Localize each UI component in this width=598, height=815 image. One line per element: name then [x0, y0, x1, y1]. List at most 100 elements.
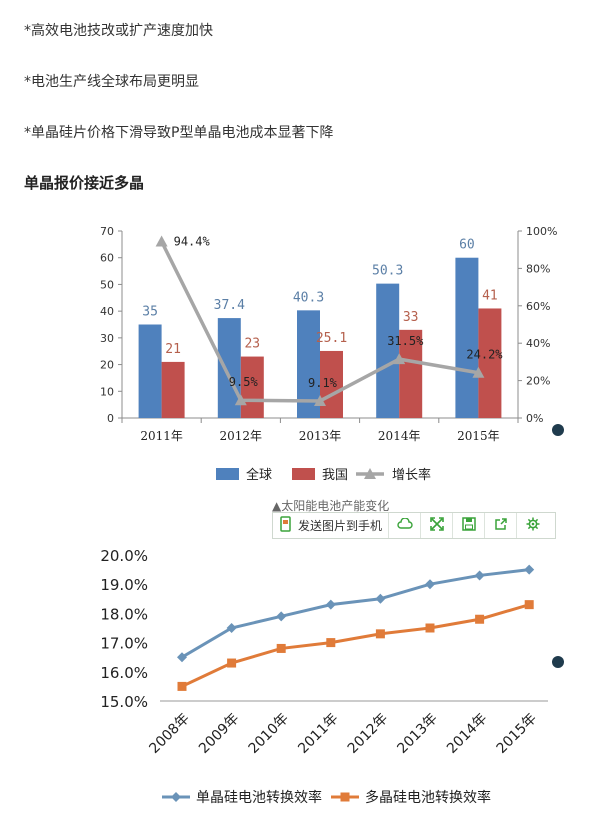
- growth-rate-marker: [234, 394, 247, 406]
- y2-tick-label: 60%: [526, 300, 550, 313]
- cloud-button[interactable]: [389, 513, 422, 538]
- poly-efficiency-marker: [524, 600, 534, 610]
- growth-rate-marker: [314, 394, 326, 406]
- bullet-2: *电池生产线全球布局更明显: [24, 74, 199, 90]
- x-tick-label: 2014年: [378, 429, 421, 443]
- growth-rate-marker: [393, 353, 406, 365]
- y-tick-label: 40: [100, 305, 114, 318]
- growth-rate-marker: [472, 366, 485, 378]
- mono-efficiency-marker: [177, 652, 187, 663]
- save-button[interactable]: [453, 513, 486, 538]
- phone-icon: [279, 516, 293, 535]
- send-to-phone-button[interactable]: 发送图片到手机: [273, 513, 390, 538]
- bar-china-label: 25.1: [316, 331, 347, 346]
- legend-label-china: 我国: [322, 468, 348, 483]
- x-tick-label: 2014年: [444, 711, 490, 757]
- image-caption: ▲太阳能电池产能变化: [272, 499, 390, 513]
- y-tick-label: 50: [100, 278, 114, 291]
- bar-global-label: 60: [459, 238, 475, 253]
- bar-china: [240, 356, 264, 418]
- x-tick-label: 2015年: [457, 429, 500, 443]
- settings-button[interactable]: [517, 513, 548, 538]
- mono-efficiency-line: [181, 568, 530, 659]
- poly-efficiency-marker: [375, 629, 385, 639]
- mono-efficiency-marker: [524, 564, 535, 575]
- y-tick-label: 15.0%: [100, 693, 148, 711]
- poly-efficiency-line: [181, 603, 530, 688]
- bar-global-label: 40.3: [293, 290, 324, 305]
- growth-rate-label: 24.2%: [466, 348, 503, 362]
- x-tick-label: 2013年: [299, 429, 342, 443]
- y-tick-label: 20.0%: [100, 547, 148, 565]
- y-tick-label: 17.0%: [100, 635, 148, 653]
- y2-tick-label: 80%: [526, 262, 550, 275]
- send-to-phone-label: 发送图片到手机: [298, 519, 383, 533]
- growth-rate-label: 9.5%: [229, 375, 259, 389]
- bar-global: [455, 257, 479, 418]
- x-tick-label: 2008年: [146, 711, 192, 757]
- poly-efficiency-marker: [227, 658, 237, 668]
- bar-china: [161, 361, 185, 418]
- y-tick-label: 16.0%: [100, 664, 148, 682]
- share-icon: [494, 517, 508, 534]
- y2-tick-label: 0%: [526, 412, 543, 425]
- bar-china-label: 41: [482, 288, 498, 303]
- scroll-marker: [552, 424, 564, 436]
- y2-tick-label: 20%: [526, 375, 550, 388]
- poly-efficiency-marker: [475, 614, 485, 624]
- mono-efficiency-marker: [325, 599, 336, 610]
- x-tick-label: 2010年: [246, 711, 292, 757]
- mono-efficiency-marker: [425, 579, 435, 590]
- x-tick-label: 2013年: [394, 711, 440, 757]
- x-tick-label: 2011年: [295, 711, 341, 757]
- growth-rate-label: 94.4%: [174, 234, 211, 248]
- bar-global-label: 50.3: [372, 264, 403, 279]
- legend-label-growth: 增长率: [392, 467, 431, 483]
- y-tick-label: 70: [100, 225, 114, 238]
- y2-tick-label: 100%: [526, 225, 557, 238]
- bar-china: [399, 329, 423, 418]
- mono-efficiency-marker: [226, 623, 237, 633]
- y-tick-label: 30: [100, 332, 114, 345]
- x-tick-label: 2012年: [345, 711, 391, 757]
- legend-swatch-global: [216, 468, 239, 480]
- legend-label-global: 全球: [246, 467, 272, 483]
- legend-label-mono: 单晶硅电池转换效率: [196, 789, 322, 806]
- scroll-marker: [552, 656, 564, 668]
- legend-label-poly: 多晶硅电池转换效率: [365, 789, 491, 806]
- poly-efficiency-marker: [326, 638, 336, 648]
- expand-icon: [429, 517, 444, 534]
- mono-efficiency-marker: [276, 611, 287, 622]
- bullet-1: *高效电池技改或扩产速度加快: [24, 23, 213, 39]
- x-tick-label: 2009年: [196, 711, 242, 757]
- section-heading: 单晶报价接近多晶: [24, 174, 145, 192]
- expand-button[interactable]: [421, 513, 454, 538]
- legend-marker-poly: [340, 792, 350, 802]
- bar-china-label: 21: [165, 342, 181, 357]
- bar-global: [376, 283, 400, 418]
- gear-icon: [526, 517, 540, 534]
- capacity-chart: 0 10 20 30 40 50 60 70 0% 20% 40% 60% 80% 100% 2011年 20…: [100, 225, 557, 483]
- bar-global-label: 37.4: [214, 298, 245, 313]
- y-tick-label: 18.0%: [100, 605, 148, 623]
- y-tick-label: 10: [100, 385, 114, 398]
- legend-swatch-china: [292, 468, 315, 480]
- x-tick-label: 2012年: [220, 429, 263, 443]
- save-icon: [461, 517, 476, 534]
- bar-global: [217, 318, 241, 418]
- poly-efficiency-marker: [425, 623, 435, 633]
- share-button[interactable]: [485, 513, 518, 538]
- bar-china: [320, 350, 343, 418]
- legend-marker-growth: [364, 468, 376, 479]
- image-toolbar: 发送图片到手机: [272, 512, 556, 539]
- mono-efficiency-marker: [375, 593, 386, 604]
- y-tick-label: 0: [107, 412, 114, 425]
- poly-efficiency-marker: [177, 681, 187, 691]
- growth-rate-label: 31.5%: [387, 334, 424, 348]
- bar-global-label: 35: [142, 305, 158, 320]
- growth-rate-marker: [155, 235, 168, 247]
- y-tick-label: 60: [100, 252, 114, 265]
- x-tick-label: 2015年: [494, 711, 540, 757]
- bullet-3: *单晶硅片价格下滑导致P型单晶电池成本显著下降: [24, 125, 334, 141]
